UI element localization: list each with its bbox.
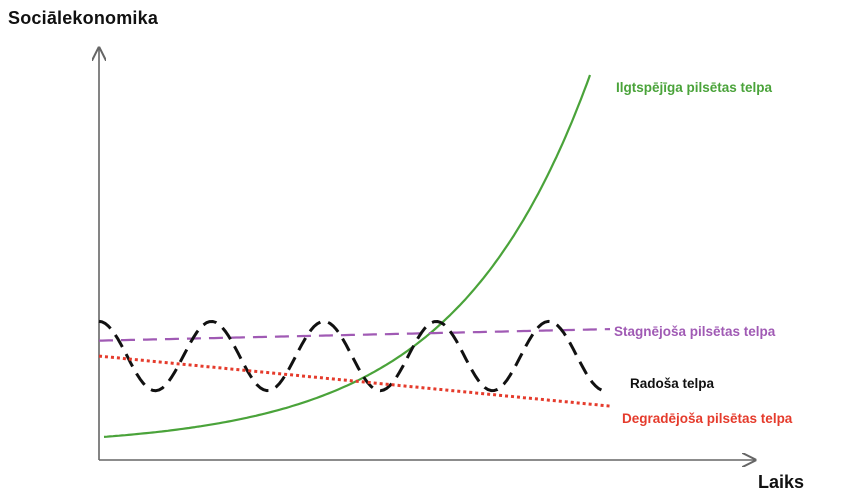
x-axis-label: Laiks <box>758 472 805 492</box>
series-layer <box>98 74 611 438</box>
series-line-2 <box>98 319 606 393</box>
series-line-1 <box>99 328 611 342</box>
series-label-radosa: Radoša telpa <box>630 376 715 391</box>
series-label-ilgtspejiga: Ilgtspējīga pilsētas telpa <box>616 80 773 95</box>
series-label-stagnejosa: Stagnējoša pilsētas telpa <box>614 324 776 339</box>
series-line-0 <box>103 74 592 438</box>
series-line-3 <box>98 354 611 408</box>
y-axis-label: Sociālekonomika <box>8 8 159 28</box>
series-label-degradejosa: Degradējoša pilsētas telpa <box>622 411 793 426</box>
